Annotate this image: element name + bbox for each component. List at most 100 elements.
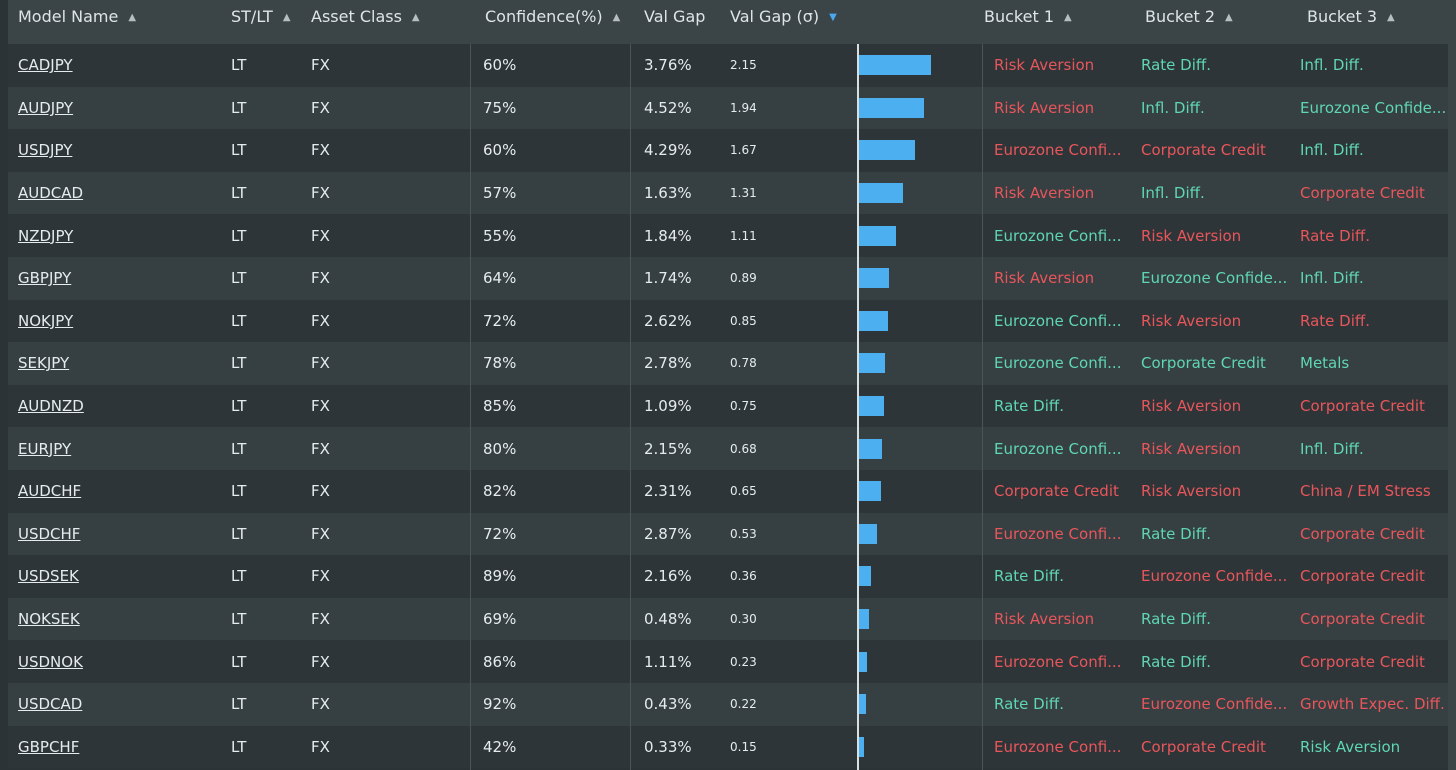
val-gap-cell: 2.31% — [644, 482, 692, 501]
model-link[interactable]: USDCAD — [18, 695, 83, 714]
val-gap-cell: 0.43% — [644, 695, 692, 714]
model-link[interactable]: CADJPY — [18, 56, 73, 75]
st-lt-cell: LT — [231, 610, 247, 629]
model-link[interactable]: USDNOK — [18, 652, 83, 671]
st-lt-cell: LT — [231, 737, 247, 756]
model-link[interactable]: USDSEK — [18, 567, 79, 586]
val-gap-sigma-cell: 1.94 — [730, 100, 757, 115]
table-row[interactable]: SEKJPY LT FX 78% 2.78% 0.78 Eurozone Confi... C… — [8, 342, 1448, 385]
val-gap-cell: 2.62% — [644, 311, 692, 330]
bucket-2-cell: Risk Aversion — [1141, 397, 1242, 416]
model-link[interactable]: GBPJPY — [18, 269, 72, 288]
header-confidence[interactable]: Confidence(%) ▲ — [485, 0, 620, 34]
val-gap-cell: 1.09% — [644, 397, 692, 416]
table-row[interactable]: NZDJPY LT FX 55% 1.84% 1.11 Eurozone Confi... R… — [8, 214, 1448, 257]
model-link[interactable]: EURJPY — [18, 439, 72, 458]
confidence-cell: 85% — [483, 397, 517, 416]
header-val-gap-sigma[interactable]: Val Gap (σ) ▼ — [730, 0, 837, 34]
bucket-1-cell: Eurozone Confi... — [994, 141, 1122, 160]
asset-class-cell: FX — [311, 98, 330, 117]
st-lt-cell: LT — [231, 482, 247, 501]
val-gap-bar — [859, 566, 872, 587]
model-name-cell: AUDJPY — [18, 87, 218, 130]
model-link[interactable]: NZDJPY — [18, 226, 74, 245]
bucket-2-cell: Rate Diff. — [1141, 56, 1211, 75]
val-gap-sigma-cell: 0.53 — [730, 526, 757, 541]
sort-asc-icon[interactable]: ▲ — [612, 12, 621, 23]
sort-asc-icon[interactable]: ▲ — [128, 12, 137, 23]
header-asset-class[interactable]: Asset Class ▲ — [311, 0, 420, 34]
header-label: Asset Class — [311, 7, 402, 26]
bucket-1-cell: Eurozone Confi... — [994, 652, 1122, 671]
st-lt-cell: LT — [231, 567, 247, 586]
sort-asc-icon[interactable]: ▲ — [1387, 12, 1395, 23]
header-val-gap[interactable]: Val Gap — [644, 0, 705, 34]
asset-class-cell: FX — [311, 226, 330, 245]
table-row[interactable]: NOKJPY LT FX 72% 2.62% 0.85 Eurozone Confi... R… — [8, 299, 1448, 343]
table-row[interactable]: USDCAD LT FX 92% 0.43% 0.22 Rate Diff. Eurozone… — [8, 682, 1448, 726]
st-lt-cell: LT — [231, 98, 247, 117]
table-row[interactable]: USDSEK LT FX 89% 2.16% 0.36 Rate Diff. Eurozone… — [8, 555, 1448, 598]
sort-asc-icon[interactable]: ▲ — [1064, 12, 1072, 23]
confidence-cell: 80% — [483, 439, 517, 458]
asset-class-cell: FX — [311, 269, 330, 288]
val-gap-bar — [859, 694, 867, 715]
model-link[interactable]: NOKJPY — [18, 311, 74, 330]
val-gap-bar — [859, 736, 865, 757]
table-row[interactable]: USDCHF LT FX 72% 2.87% 0.53 Eurozone Confi... R… — [8, 512, 1448, 556]
table-row[interactable]: AUDJPY LT FX 75% 4.52% 1.94 Risk Aversion Infl.… — [8, 86, 1448, 130]
st-lt-cell: LT — [231, 311, 247, 330]
table-row[interactable]: CADJPY LT FX 60% 3.76% 2.15 Risk Aversion Rate … — [8, 44, 1448, 87]
header-model-name[interactable]: Model Name ▲ — [18, 0, 136, 34]
model-link[interactable]: AUDNZD — [18, 397, 84, 416]
model-link[interactable]: SEKJPY — [18, 354, 70, 373]
table-row[interactable]: USDJPY LT FX 60% 4.29% 1.67 Eurozone Confi... C… — [8, 129, 1448, 172]
model-name-cell: USDJPY — [18, 129, 218, 172]
model-link[interactable]: AUDCHF — [18, 482, 82, 501]
val-gap-bar — [859, 651, 867, 672]
table-row[interactable]: AUDCHF LT FX 82% 2.31% 0.65 Corporate Credit Ri… — [8, 469, 1448, 513]
bucket-2-cell: Corporate Credit — [1141, 354, 1266, 373]
asset-class-cell: FX — [311, 311, 330, 330]
confidence-cell: 57% — [483, 184, 517, 203]
val-gap-bar — [859, 55, 932, 76]
bucket-3-cell: Corporate Credit — [1300, 610, 1425, 629]
model-link[interactable]: USDCHF — [18, 524, 81, 543]
sort-asc-icon[interactable]: ▲ — [1225, 12, 1233, 23]
bucket-1-cell: Eurozone Confi... — [994, 311, 1122, 330]
confidence-cell: 42% — [483, 737, 517, 756]
table-row[interactable]: GBPCHF LT FX 42% 0.33% 0.15 Eurozone Confi... C… — [8, 725, 1448, 769]
val-gap-bar — [859, 97, 925, 118]
model-link[interactable]: USDJPY — [18, 141, 73, 160]
model-name-cell: USDNOK — [18, 640, 218, 683]
confidence-cell: 60% — [483, 56, 517, 75]
table-row[interactable]: USDNOK LT FX 86% 1.11% 0.23 Eurozone Confi... R… — [8, 640, 1448, 683]
header-bucket-1[interactable]: Bucket 1 ▲ — [984, 0, 1072, 34]
table-row[interactable]: GBPJPY LT FX 64% 1.74% 0.89 Risk Aversion Euroz… — [8, 256, 1448, 300]
header-st-lt[interactable]: ST/LT ▲ — [231, 0, 291, 34]
bucket-1-cell: Corporate Credit — [994, 482, 1119, 501]
model-link[interactable]: AUDCAD — [18, 184, 84, 203]
val-gap-sigma-cell: 0.75 — [730, 399, 757, 414]
sort-asc-icon[interactable]: ▲ — [282, 12, 291, 23]
model-link[interactable]: AUDJPY — [18, 98, 74, 117]
column-divider — [470, 44, 471, 770]
table-row[interactable]: EURJPY LT FX 80% 2.15% 0.68 Eurozone Confi... R… — [8, 427, 1448, 470]
confidence-cell: 75% — [483, 98, 517, 117]
asset-class-cell: FX — [311, 567, 330, 586]
sort-desc-icon[interactable]: ▼ — [829, 12, 837, 23]
table-row[interactable]: NOKSEK LT FX 69% 0.48% 0.30 Risk Aversion Rate … — [8, 597, 1448, 641]
val-gap-cell: 1.63% — [644, 184, 692, 203]
val-gap-sigma-cell: 1.31 — [730, 186, 757, 201]
bucket-3-cell: Corporate Credit — [1300, 652, 1425, 671]
sort-asc-icon[interactable]: ▲ — [411, 12, 420, 23]
header-bucket-3[interactable]: Bucket 3 ▲ — [1307, 0, 1395, 34]
model-link[interactable]: NOKSEK — [18, 610, 80, 629]
header-bucket-2[interactable]: Bucket 2 ▲ — [1145, 0, 1233, 34]
asset-class-cell: FX — [311, 610, 330, 629]
header-label: Val Gap (σ) — [730, 7, 820, 26]
table-row[interactable]: AUDCAD LT FX 57% 1.63% 1.31 Risk Aversion Infl.… — [8, 171, 1448, 215]
model-link[interactable]: GBPCHF — [18, 737, 80, 756]
table-row[interactable]: AUDNZD LT FX 85% 1.09% 0.75 Rate Diff. Risk Ave… — [8, 384, 1448, 428]
asset-class-cell: FX — [311, 397, 330, 416]
